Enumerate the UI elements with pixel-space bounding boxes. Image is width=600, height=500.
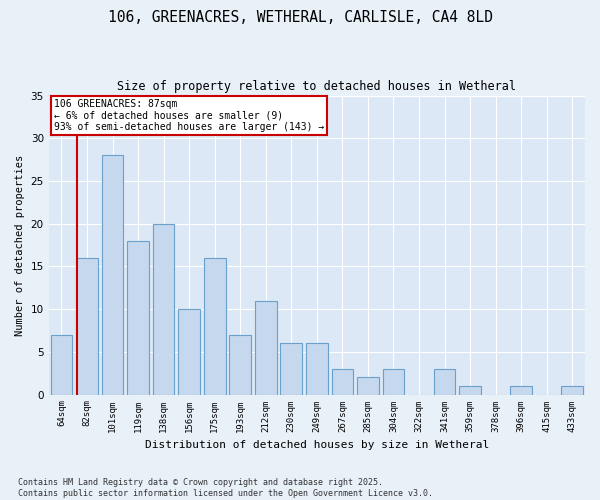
Bar <box>204 258 226 394</box>
Bar <box>459 386 481 394</box>
Bar <box>383 369 404 394</box>
Bar <box>127 241 149 394</box>
Bar <box>434 369 455 394</box>
Bar <box>101 156 124 394</box>
Bar <box>306 344 328 394</box>
Bar <box>178 309 200 394</box>
X-axis label: Distribution of detached houses by size in Wetheral: Distribution of detached houses by size … <box>145 440 489 450</box>
Bar <box>357 378 379 394</box>
Bar <box>229 335 251 394</box>
Text: 106, GREENACRES, WETHERAL, CARLISLE, CA4 8LD: 106, GREENACRES, WETHERAL, CARLISLE, CA4… <box>107 10 493 25</box>
Text: Contains HM Land Registry data © Crown copyright and database right 2025.
Contai: Contains HM Land Registry data © Crown c… <box>18 478 433 498</box>
Bar <box>280 344 302 394</box>
Title: Size of property relative to detached houses in Wetheral: Size of property relative to detached ho… <box>118 80 517 93</box>
Text: 106 GREENACRES: 87sqm
← 6% of detached houses are smaller (9)
93% of semi-detach: 106 GREENACRES: 87sqm ← 6% of detached h… <box>54 98 324 132</box>
Bar <box>76 258 98 394</box>
Bar <box>153 224 175 394</box>
Y-axis label: Number of detached properties: Number of detached properties <box>15 154 25 336</box>
Bar <box>255 300 277 394</box>
Bar <box>332 369 353 394</box>
Bar <box>50 335 72 394</box>
Bar <box>510 386 532 394</box>
Bar <box>562 386 583 394</box>
